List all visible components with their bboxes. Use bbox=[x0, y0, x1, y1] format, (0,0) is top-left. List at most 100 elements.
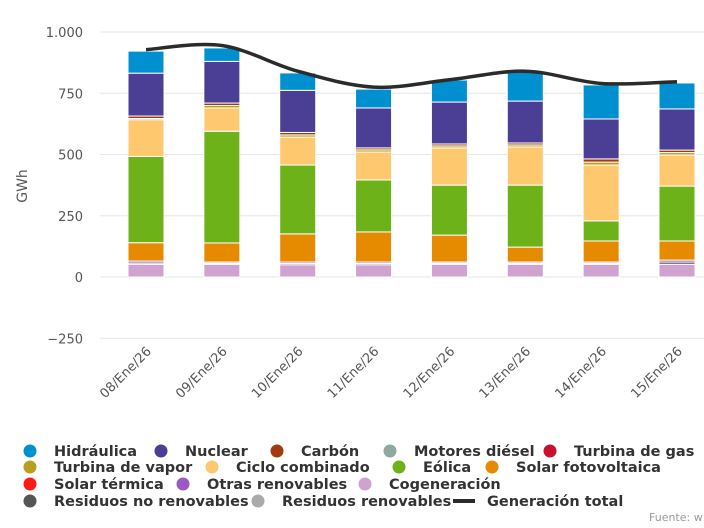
x-tick-label: 09/Ene/26 bbox=[173, 344, 230, 401]
legend-label: Solar fotovoltaica bbox=[516, 460, 661, 476]
x-tick-label: 14/Ene/26 bbox=[552, 344, 609, 401]
legend-marker bbox=[23, 460, 37, 474]
bar-segment-nuclear[interactable] bbox=[279, 89, 317, 133]
y-tick-label: 750 bbox=[58, 87, 83, 102]
y-tick-label: −250 bbox=[47, 332, 83, 347]
x-axis-ticks: 08/Ene/26 09/Ene/26 10/Ene/26 11/Ene/26 12/E… bbox=[97, 344, 685, 401]
bar-segment-hidráulica[interactable] bbox=[127, 50, 165, 74]
x-tick-label: 08/Ene/26 bbox=[97, 344, 154, 401]
legend-marker bbox=[23, 477, 37, 491]
legend-label: Ciclo combinado bbox=[236, 460, 370, 476]
bar-segment-nuclear[interactable] bbox=[127, 72, 165, 117]
bar-segment-hidráulica[interactable] bbox=[203, 47, 241, 62]
bar-segment-eólica[interactable] bbox=[127, 155, 165, 244]
legend-marker bbox=[23, 494, 37, 508]
bar-segment-nuclear[interactable] bbox=[355, 107, 393, 149]
total-generation-line bbox=[145, 42, 678, 90]
legend-label: Residuos no renovables bbox=[54, 494, 249, 510]
bar-segment-eólica[interactable] bbox=[506, 184, 544, 248]
bar-segment-cogeneración[interactable] bbox=[430, 263, 468, 278]
y-tick-label: 0 bbox=[75, 271, 83, 286]
legend-label: Nuclear bbox=[185, 444, 249, 460]
legend-item-generación-total[interactable]: Generación total bbox=[453, 494, 623, 510]
legend-label: Solar térmica bbox=[54, 477, 164, 493]
legend-item-solar-térmica[interactable]: Solar térmica bbox=[23, 477, 164, 493]
bar-segment-ciclo-combinado[interactable] bbox=[582, 164, 620, 222]
bar-segment-hidráulica[interactable] bbox=[430, 79, 468, 103]
bar-segment-solar-fotovoltaica[interactable] bbox=[430, 234, 468, 263]
bar-segment-hidráulica[interactable] bbox=[658, 82, 696, 110]
legend-item-turbina-de-gas[interactable]: Turbina de gas bbox=[543, 444, 695, 460]
x-tick-label: 10/Ene/26 bbox=[249, 344, 306, 401]
bar-segment-ciclo-combinado[interactable] bbox=[506, 146, 544, 186]
bar-segment-nuclear[interactable] bbox=[430, 101, 468, 145]
x-tick-label: 11/Ene/26 bbox=[325, 344, 382, 401]
bar-segment-cogeneración[interactable] bbox=[658, 263, 696, 278]
bar-segment-solar-fotovoltaica[interactable] bbox=[203, 242, 241, 263]
bar-segment-hidráulica[interactable] bbox=[506, 71, 544, 102]
bar-segment-solar-fotovoltaica[interactable] bbox=[355, 231, 393, 263]
legend-item-ciclo-combinado[interactable]: Ciclo combinado bbox=[205, 460, 370, 476]
bar-segment-eólica[interactable] bbox=[658, 185, 696, 242]
legend-label: Motores diésel bbox=[414, 444, 535, 460]
legend-label: Turbina de gas bbox=[574, 444, 694, 460]
legend-item-solar-fotovoltaica[interactable]: Solar fotovoltaica bbox=[485, 460, 661, 476]
legend-item-motores-diésel[interactable]: Motores diésel bbox=[383, 444, 535, 460]
legend-marker bbox=[23, 444, 37, 458]
legend-label: Hidráulica bbox=[54, 444, 137, 460]
legend-item-residuos-renovables[interactable]: Residuos renovables bbox=[251, 494, 452, 510]
bar-segment-cogeneración[interactable] bbox=[203, 263, 241, 278]
y-tick-label: 500 bbox=[58, 149, 83, 164]
bar-segment-ciclo-combinado[interactable] bbox=[355, 151, 393, 181]
bar-segment-solar-fotovoltaica[interactable] bbox=[658, 240, 696, 261]
legend-item-turbina-de-vapor[interactable]: Turbina de vapor bbox=[23, 460, 194, 476]
x-tick-label: 13/Ene/26 bbox=[477, 344, 534, 401]
legend-item-cogeneración[interactable]: Cogeneración bbox=[358, 477, 501, 493]
legend-item-otras-renovables[interactable]: Otras renovables bbox=[176, 477, 348, 493]
legend-item-eólica[interactable]: Eólica bbox=[392, 460, 472, 476]
bar-segment-ciclo-combinado[interactable] bbox=[279, 136, 317, 166]
legend-item-carbón[interactable]: Carbón bbox=[270, 444, 360, 460]
bar-segment-solar-fotovoltaica[interactable] bbox=[279, 233, 317, 263]
bar-segment-eólica[interactable] bbox=[355, 179, 393, 233]
bar-segment-cogeneración[interactable] bbox=[355, 264, 393, 278]
bar-segment-solar-fotovoltaica[interactable] bbox=[127, 242, 165, 262]
legend-marker bbox=[251, 494, 265, 508]
bar-segment-solar-fotovoltaica[interactable] bbox=[582, 240, 620, 263]
legend-item-residuos-no-renovables[interactable]: Residuos no renovables bbox=[23, 494, 249, 510]
bar-segment-ciclo-combinado[interactable] bbox=[203, 107, 241, 132]
bar-segment-cogeneración[interactable] bbox=[279, 264, 317, 278]
bar-segment-hidráulica[interactable] bbox=[355, 88, 393, 109]
x-tick-label: 15/Ene/26 bbox=[628, 344, 685, 401]
bar-segment-eólica[interactable] bbox=[279, 164, 317, 235]
bars bbox=[127, 47, 696, 278]
bar-segment-cogeneración[interactable] bbox=[582, 263, 620, 278]
legend-marker bbox=[176, 477, 190, 491]
bar-segment-eólica[interactable] bbox=[203, 130, 241, 244]
legend-label: Generación total bbox=[487, 494, 623, 510]
bar-segment-cogeneración[interactable] bbox=[127, 263, 165, 278]
bar-segment-nuclear[interactable] bbox=[203, 60, 241, 104]
legend-label: Carbón bbox=[301, 444, 359, 460]
bar-segment-ciclo-combinado[interactable] bbox=[658, 154, 696, 187]
bar-segment-hidráulica[interactable] bbox=[582, 84, 620, 120]
y-tick-label: 250 bbox=[58, 210, 83, 225]
legend-marker bbox=[383, 444, 397, 458]
legend-label: Otras renovables bbox=[207, 477, 347, 493]
bar-segment-ciclo-combinado[interactable] bbox=[127, 119, 165, 157]
bar-segment-eólica[interactable] bbox=[430, 184, 468, 236]
bar-segment-nuclear[interactable] bbox=[658, 108, 696, 151]
legend-item-hidráulica[interactable]: Hidráulica bbox=[23, 444, 138, 460]
legend-item-nuclear[interactable]: Nuclear bbox=[154, 444, 249, 460]
y-tick-label: 1.000 bbox=[46, 26, 83, 41]
legend-marker bbox=[205, 460, 219, 474]
bar-segment-solar-fotovoltaica[interactable] bbox=[506, 246, 544, 263]
bar-segment-cogeneración[interactable] bbox=[506, 263, 544, 278]
legend-label: Eólica bbox=[423, 460, 471, 476]
bar-segment-nuclear[interactable] bbox=[506, 100, 544, 144]
bar-segment-ciclo-combinado[interactable] bbox=[430, 147, 468, 186]
legend-marker bbox=[358, 477, 372, 491]
bar-segment-nuclear[interactable] bbox=[582, 118, 620, 160]
legend-marker bbox=[270, 444, 284, 458]
bar-segment-eólica[interactable] bbox=[582, 220, 620, 242]
